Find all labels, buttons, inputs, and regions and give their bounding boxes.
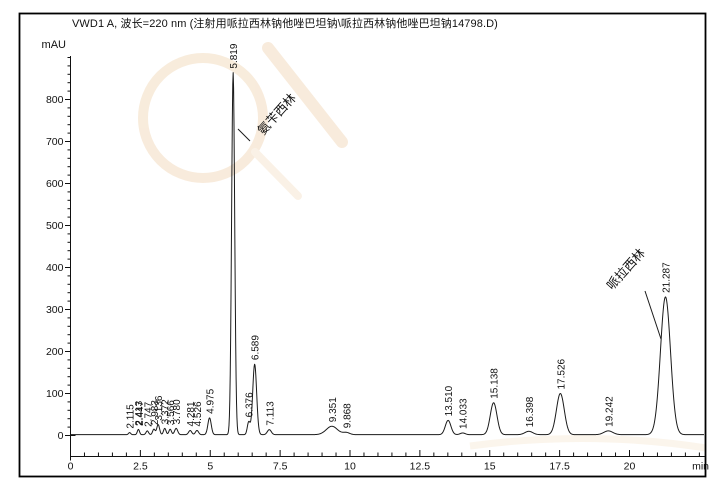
annotation-leader [237, 128, 251, 142]
peak-label: 7.113 [265, 401, 276, 426]
peak-label: 2.983 [150, 400, 161, 425]
y-tick-label: 700 [46, 136, 64, 148]
y-tick-label: 800 [46, 94, 64, 106]
x-tick-label: 12.5 [410, 461, 431, 473]
peak-label: 2.747 [143, 401, 154, 426]
y-tick-label: 300 [46, 304, 64, 316]
x-tick-label: 15 [484, 461, 496, 473]
y-tick-label: 400 [46, 262, 64, 274]
peak-label: 3.136 [154, 395, 165, 420]
peak-label: 2.447 [135, 400, 146, 425]
peak-label: 4.975 [206, 388, 217, 413]
peak-label: 9.351 [328, 397, 339, 422]
x-axis-unit-label: min [692, 461, 709, 473]
y-tick-label: 500 [46, 220, 64, 232]
chart-title: VWD1 A, 波长=220 nm (注射用哌拉西林钠他唑巴坦钠\哌拉西林钠他唑… [72, 18, 498, 30]
peak-label: 6.589 [251, 335, 262, 360]
peak-label: 5.819 [229, 43, 240, 68]
x-tick-label: 5 [207, 461, 213, 473]
peak-label: 21.287 [661, 262, 672, 293]
peak-label: 3.566 [166, 400, 177, 425]
peak-label: 4.281 [186, 401, 197, 426]
peak-label: 13.510 [444, 385, 455, 416]
peak-label: 6.376 [245, 392, 256, 417]
peak-label: 16.398 [525, 396, 536, 427]
watermark [138, 42, 707, 452]
peak-label: 2.115 [126, 404, 137, 429]
peak-label: 4.526 [193, 401, 204, 426]
peak-label: 9.868 [342, 403, 353, 428]
peak-label: 19.242 [604, 396, 615, 427]
annotation-leader [644, 290, 662, 340]
x-tick-label: 17.5 [549, 461, 570, 473]
y-tick-label: 0 [58, 430, 64, 442]
peak-label: 2.413 [134, 400, 145, 425]
chart-border [18, 12, 707, 478]
peak-label: 15.138 [490, 368, 501, 399]
peak-label: 3.372 [161, 399, 172, 424]
peak-label: 3.780 [172, 399, 183, 424]
annotation-label: 哌拉西林 [603, 245, 648, 293]
peak-label: 14.033 [459, 398, 470, 429]
y-axis-unit-label: mAU [42, 39, 67, 51]
y-tick-label: 100 [46, 388, 64, 400]
x-tick-label: 2.5 [133, 461, 148, 473]
x-tick-label: 7.5 [273, 461, 288, 473]
x-tick-label: 20 [624, 461, 636, 473]
peak-label: 17.526 [556, 358, 567, 389]
y-tick-label: 600 [46, 178, 64, 190]
y-tick-label: 200 [46, 346, 64, 358]
x-tick-label: 10 [344, 461, 356, 473]
x-tick-label: 0 [68, 461, 74, 473]
signal-trace [70, 72, 705, 436]
